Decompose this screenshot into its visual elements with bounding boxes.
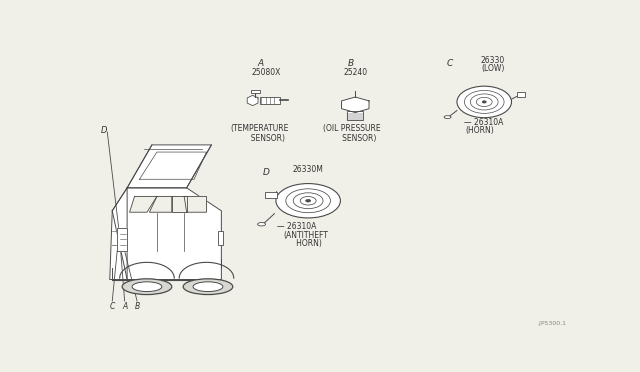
Text: (HORN): (HORN) bbox=[465, 126, 493, 135]
FancyBboxPatch shape bbox=[218, 231, 223, 245]
Text: D: D bbox=[262, 168, 269, 177]
Text: — 26310A: — 26310A bbox=[277, 222, 317, 231]
Polygon shape bbox=[150, 196, 172, 212]
Text: HORN): HORN) bbox=[289, 239, 322, 248]
Text: 26330M: 26330M bbox=[292, 165, 324, 174]
Ellipse shape bbox=[457, 86, 511, 118]
Text: 26330: 26330 bbox=[481, 56, 505, 65]
Polygon shape bbox=[172, 196, 187, 212]
Text: B: B bbox=[134, 302, 140, 311]
Text: C: C bbox=[446, 59, 452, 68]
Ellipse shape bbox=[444, 116, 451, 119]
Ellipse shape bbox=[183, 279, 233, 295]
Ellipse shape bbox=[306, 199, 310, 202]
Polygon shape bbox=[112, 188, 221, 279]
Bar bbox=[260, 97, 280, 104]
Text: SENSOR): SENSOR) bbox=[335, 134, 376, 142]
Bar bbox=[518, 92, 525, 97]
Text: (LOW): (LOW) bbox=[481, 64, 504, 73]
Text: (TEMPERATURE: (TEMPERATURE bbox=[230, 124, 289, 132]
Text: 25240: 25240 bbox=[343, 68, 367, 77]
Polygon shape bbox=[110, 188, 127, 279]
Ellipse shape bbox=[483, 101, 486, 103]
Ellipse shape bbox=[122, 279, 172, 295]
Ellipse shape bbox=[276, 183, 340, 218]
Bar bbox=[348, 111, 364, 120]
Text: C: C bbox=[109, 302, 115, 311]
Polygon shape bbox=[129, 196, 157, 212]
Text: B: B bbox=[348, 59, 353, 68]
Text: (ANTITHEFT: (ANTITHEFT bbox=[284, 231, 328, 240]
Polygon shape bbox=[247, 95, 258, 106]
Ellipse shape bbox=[132, 282, 162, 292]
Polygon shape bbox=[184, 196, 207, 212]
Text: (OIL PRESSURE: (OIL PRESSURE bbox=[323, 124, 381, 132]
Text: D: D bbox=[100, 126, 107, 135]
Ellipse shape bbox=[257, 222, 266, 226]
Text: — 26310A: — 26310A bbox=[465, 118, 504, 128]
Bar bbox=[251, 90, 260, 93]
Text: 25080X: 25080X bbox=[252, 68, 281, 77]
Polygon shape bbox=[117, 228, 127, 251]
Text: SENSOR): SENSOR) bbox=[246, 134, 285, 142]
Text: A: A bbox=[258, 59, 264, 68]
Text: A: A bbox=[122, 302, 127, 311]
Ellipse shape bbox=[193, 282, 223, 292]
Polygon shape bbox=[342, 97, 369, 113]
Text: .JP5300.1: .JP5300.1 bbox=[537, 321, 566, 326]
Polygon shape bbox=[127, 145, 211, 188]
Bar bbox=[265, 192, 277, 198]
